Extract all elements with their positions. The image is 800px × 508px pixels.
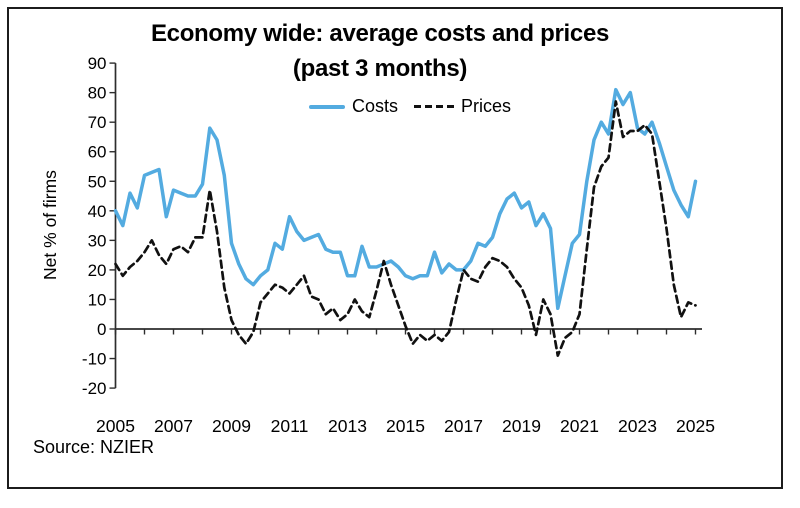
chart-title: Economy wide: average costs and prices (… bbox=[60, 16, 700, 86]
x-tick-label: 2019 bbox=[502, 416, 541, 436]
y-tick-label: 80 bbox=[88, 84, 107, 103]
y-tick-label: 30 bbox=[88, 231, 107, 250]
source-note: Source: NZIER bbox=[33, 437, 155, 457]
chart-title-line2: (past 3 months) bbox=[292, 55, 468, 82]
x-tick-label: 2005 bbox=[96, 416, 135, 436]
chart-legend: Costs Prices bbox=[280, 96, 540, 117]
legend-label-costs: Costs bbox=[351, 96, 398, 116]
y-tick-label: 60 bbox=[88, 143, 107, 162]
prices-line-swatch-icon bbox=[414, 105, 454, 108]
y-tick-label: 40 bbox=[88, 202, 107, 221]
x-tick-label: 2021 bbox=[560, 416, 599, 436]
costs-line bbox=[113, 87, 698, 311]
x-tick-label: 2011 bbox=[271, 416, 309, 436]
prices-line bbox=[114, 100, 697, 357]
y-tick-label: 20 bbox=[88, 261, 107, 280]
x-tick-label: 2013 bbox=[328, 416, 367, 436]
figure-border bbox=[7, 7, 783, 489]
x-tick-label: 2023 bbox=[618, 416, 657, 436]
x-tick-label: 2025 bbox=[676, 416, 715, 436]
legend-label-prices: Prices bbox=[461, 96, 512, 116]
y-tick-label: -10 bbox=[82, 350, 107, 369]
x-tick-label: 2017 bbox=[444, 416, 483, 436]
y-tick-label: 90 bbox=[88, 54, 107, 73]
costs-line-swatch-icon bbox=[308, 104, 345, 109]
chart-title-line1: Economy wide: average costs and prices bbox=[150, 20, 610, 47]
legend-item-prices: Prices bbox=[414, 96, 511, 117]
x-tick-label: 2015 bbox=[386, 416, 425, 436]
y-tick-label: 50 bbox=[88, 172, 107, 191]
y-tick-label: 10 bbox=[88, 290, 107, 309]
y-tick-label: 70 bbox=[88, 113, 107, 132]
y-tick-label: -20 bbox=[82, 379, 107, 398]
x-tick-label: 2009 bbox=[212, 416, 251, 436]
x-tick-label: 2007 bbox=[154, 416, 193, 436]
y-tick-label: 0 bbox=[97, 320, 106, 339]
legend-item-costs: Costs bbox=[308, 96, 398, 117]
